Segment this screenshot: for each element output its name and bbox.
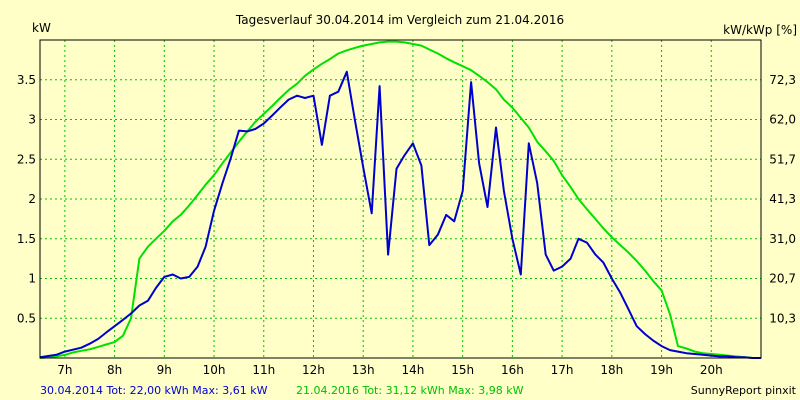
chart-title: Tagesverlauf 30.04.2014 im Vergleich zum…	[235, 13, 564, 27]
x-tick-label: 17h	[551, 363, 574, 377]
x-tick-label: 15h	[451, 363, 474, 377]
y-tick-label-left: 2.5	[17, 152, 36, 166]
grid	[40, 40, 761, 358]
y-tick-label-right: 72,3	[769, 73, 796, 87]
x-tick-label: 18h	[600, 363, 623, 377]
x-tick-label: 16h	[501, 363, 524, 377]
x-tick-label: 14h	[401, 363, 424, 377]
y-tick-label-right: 10,3	[769, 311, 796, 325]
credit-text: SunnyReport pinxit	[691, 384, 797, 397]
x-tick-label: 19h	[650, 363, 673, 377]
x-tick-label: 11h	[252, 363, 275, 377]
series-line	[39, 40, 761, 359]
y-axis-left-label: kW	[32, 21, 51, 35]
plot-frame	[39, 39, 762, 359]
x-tick-label: 13h	[352, 363, 375, 377]
y-tick-label-left: 0.5	[17, 311, 36, 325]
x-tick-label: 20h	[700, 363, 723, 377]
series-layer	[39, 40, 761, 359]
x-tick-label: 12h	[302, 363, 325, 377]
x-tick-label: 8h	[107, 363, 122, 377]
series-line	[39, 70, 761, 359]
y-tick-label-left: 3.5	[17, 73, 36, 87]
y-tick-label-right: 62,0	[769, 113, 796, 127]
y-tick-label-left: 2	[28, 192, 36, 206]
y-tick-label-right: 20,7	[769, 272, 796, 286]
y-tick-label-left: 3	[28, 113, 36, 127]
y-tick-label-right: 31,0	[769, 232, 796, 246]
y-tick-label-right: 41,3	[769, 192, 796, 206]
y-axis-right-label: kW/kWp [%]	[723, 23, 797, 37]
legend-series-1: 30.04.2014 Tot: 22,00 kWh Max: 3,61 kW	[40, 384, 268, 397]
x-tick-label: 9h	[157, 363, 172, 377]
y-tick-label-left: 1	[28, 272, 36, 286]
x-tick-label: 10h	[203, 363, 226, 377]
y-tick-label-right: 51,7	[769, 152, 796, 166]
x-tick-label: 7h	[57, 363, 72, 377]
y-tick-label-left: 1.5	[17, 232, 36, 246]
legend-series-2: 21.04.2016 Tot: 31,12 kWh Max: 3,98 kW	[296, 384, 524, 397]
ticks: 7h 8h 9h 10h 11h 12h 13h 14h 15h 16h 17h 18h 19h 20h 0…	[17, 73, 796, 377]
